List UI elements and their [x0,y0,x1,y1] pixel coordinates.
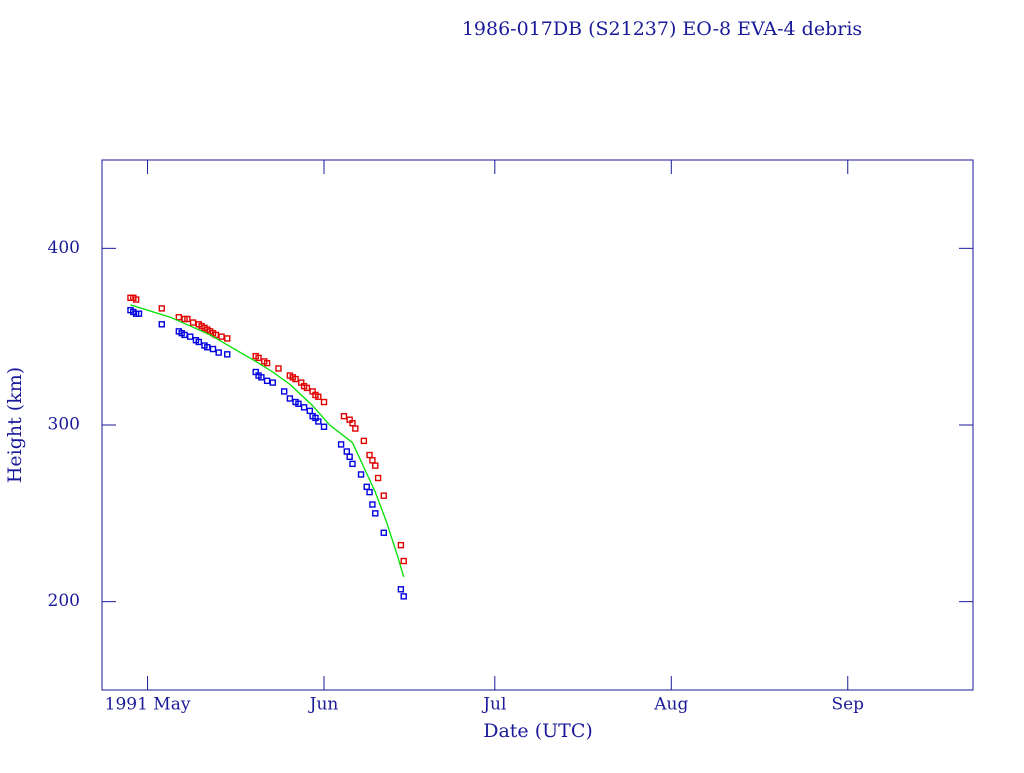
data-point [132,296,140,303]
data-point [397,541,405,549]
x-tick-label: Aug [653,695,688,715]
data-point [224,335,231,342]
data-point [400,557,407,565]
y-axis-label: Height (km) [4,367,26,483]
data-point [158,305,165,312]
data-point [352,425,359,432]
y-tick-label: 200 [48,591,80,611]
data-point [292,375,299,383]
data-point [215,349,222,356]
x-tick-label: Jun [308,695,339,715]
x-axis-label: Date (UTC) [483,720,593,742]
data-point [269,379,276,386]
data-point [187,333,194,340]
data-point [135,310,143,317]
data-point [286,395,294,402]
data-point [263,359,271,367]
data-point [397,586,405,593]
data-point [357,471,365,478]
data-point [320,398,328,406]
data-point [303,384,311,392]
data-point [295,400,302,407]
data-point [306,407,313,415]
mean-line [130,304,405,578]
y-tick-label: 400 [48,238,80,258]
data-point [195,338,202,346]
data-point [369,501,376,508]
data-point [337,441,345,448]
data-point [374,474,382,482]
data-point [320,423,328,430]
data-point [258,374,265,381]
data-point [275,365,282,372]
plot-frame [101,159,974,691]
data-point [315,393,322,400]
data-point [224,351,231,358]
data-point [340,412,348,420]
data-point [263,377,271,385]
data-point [218,333,225,340]
data-point [400,593,407,600]
data-point [380,529,387,536]
data-point [315,418,322,425]
x-tick-label: Sep [831,695,864,715]
data-point [343,448,350,455]
data-point [300,404,308,411]
data-point [366,488,373,496]
data-point [346,453,353,460]
data-point [363,483,370,491]
data-point [369,457,376,464]
data-point [366,451,373,459]
chart-title: 1986-017DB (S21237) EO-8 EVA-4 debris [462,18,862,40]
x-tick-label: Jul [481,695,506,715]
data-point [189,319,197,326]
data-point [209,345,217,353]
data-point [380,492,387,499]
data-point [175,314,183,321]
data-point [372,510,379,517]
data-point [360,437,368,445]
data-point [349,460,356,468]
data-point [280,388,288,395]
x-tick-label: 1991 May [105,695,191,715]
y-tick-label: 300 [48,415,80,435]
data-point [372,462,379,469]
data-point [184,315,191,323]
data-point [255,354,262,362]
data-point [158,321,165,328]
